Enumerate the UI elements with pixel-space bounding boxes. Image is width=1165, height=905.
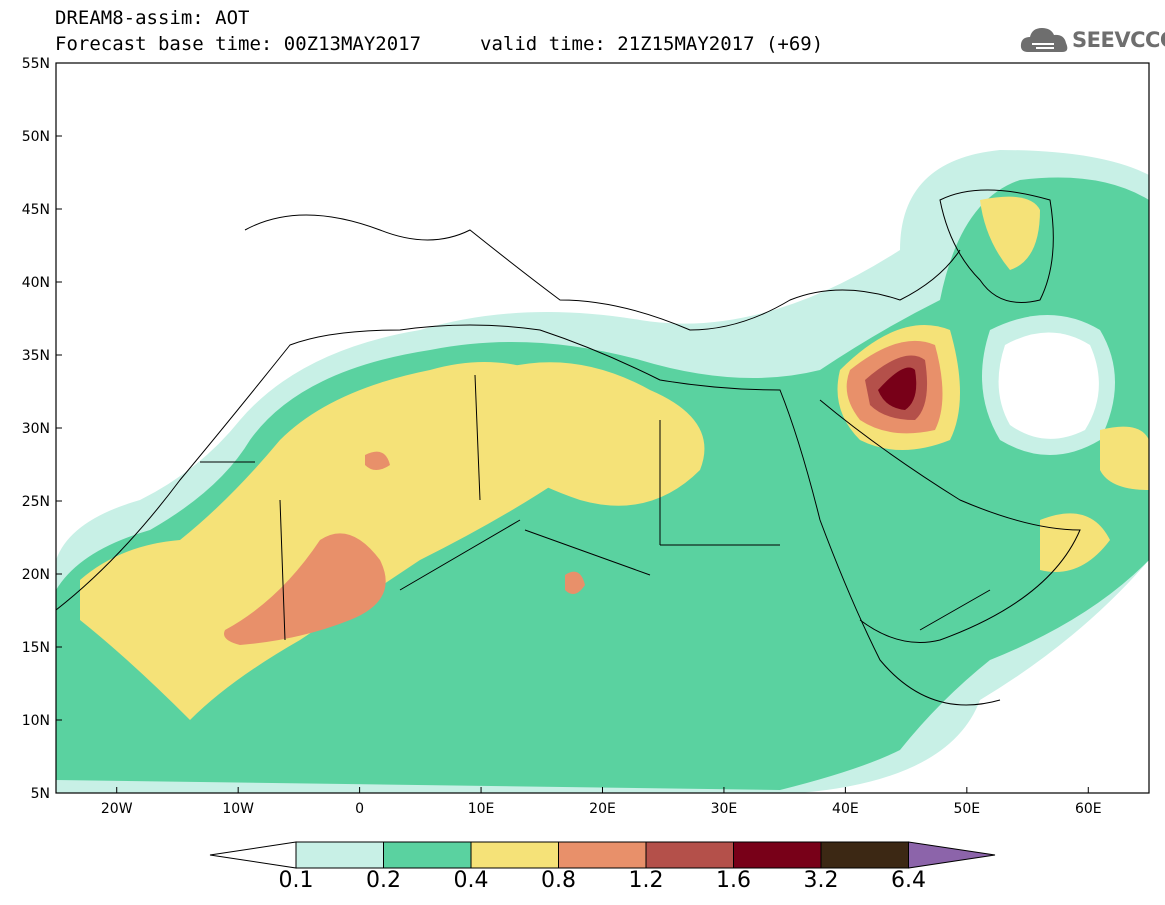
colorbar-swatch (820, 841, 909, 869)
lon-label: 10W (222, 801, 254, 817)
lon-label: 20E (589, 801, 616, 817)
colorbar-max-arrow (908, 841, 996, 869)
colorbar-swatch (645, 841, 734, 869)
lon-axis: 20W 10W 0 10E 20E 30E 40E 50E 60E (101, 787, 1102, 817)
lat-label: 45N (22, 202, 50, 218)
colorbar-label: 0.4 (453, 868, 489, 893)
colorbar-swatch (383, 841, 472, 869)
lon-label: 60E (1075, 801, 1102, 817)
lon-label: 10E (468, 801, 495, 817)
coastline-africa (56, 324, 1001, 706)
coastline-arabia (819, 399, 1081, 643)
lat-label: 40N (22, 275, 50, 291)
border-lines (200, 374, 991, 641)
lat-label: 20N (22, 567, 50, 583)
coastline-europe (244, 214, 961, 331)
colorbar-label: 1.2 (628, 868, 664, 893)
lat-label: 5N (31, 786, 50, 802)
valid-time: valid time: 21Z15MAY2017 (+69) (480, 33, 824, 55)
lat-label: 15N (22, 640, 50, 656)
colorbar-swatch (558, 841, 647, 869)
cloud-icon (1020, 28, 1068, 52)
colorbar-swatch (470, 841, 559, 869)
lat-label: 25N (22, 494, 50, 510)
lon-label: 30E (711, 801, 738, 817)
logo-text: SEEVCCC (1072, 28, 1165, 52)
colorbar-label: 0.2 (366, 868, 401, 893)
colorbar-label: 1.6 (716, 868, 751, 893)
lat-label: 35N (22, 348, 50, 364)
colorbar-label: 0.1 (278, 868, 314, 893)
colorbar-label: 3.2 (803, 868, 839, 893)
lat-label: 10N (22, 713, 50, 729)
colorbar-min-arrow (209, 841, 297, 869)
colorbar-label: 6.4 (891, 868, 926, 893)
product-title: DREAM8-assim: AOT (55, 7, 250, 29)
aot-band-0.8 (224, 533, 386, 645)
lon-label: 50E (953, 801, 980, 817)
colorbar (209, 841, 996, 869)
forecast-base-time: Forecast base time: 00Z13MAY2017 (55, 33, 422, 55)
lat-label: 55N (22, 56, 50, 72)
lon-label: 40E (832, 801, 859, 817)
lat-axis: 55N 50N 45N 40N 35N 30N 25N 20N 15N 10N 5N (22, 56, 62, 802)
lat-label: 30N (22, 421, 50, 437)
lon-label: 0 (355, 801, 364, 817)
lon-label: 20W (101, 801, 133, 817)
aot-band-1.6 (878, 367, 917, 410)
colorbar-swatch (733, 841, 822, 869)
colorbar-label: 0.8 (541, 868, 576, 893)
lat-label: 50N (22, 129, 50, 145)
caspian-sea (939, 189, 1054, 303)
colorbar-swatch (295, 841, 384, 869)
